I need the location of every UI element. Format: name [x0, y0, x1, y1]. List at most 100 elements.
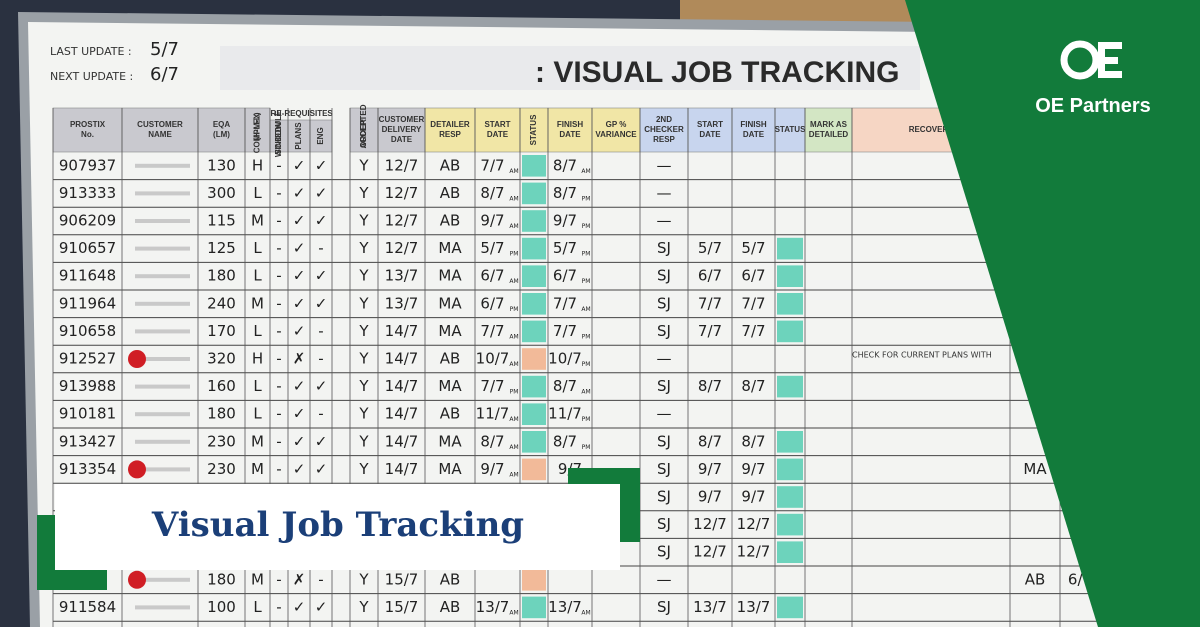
cell-text: 906209	[59, 212, 116, 230]
cell-text: AB	[440, 212, 461, 230]
cell-text: SJ	[657, 515, 671, 533]
cell-text: MA	[438, 377, 462, 395]
cell-text: 8/7	[553, 432, 577, 450]
cell-text: 300	[207, 184, 236, 202]
status-cell	[522, 375, 546, 398]
cell-text: M	[251, 432, 264, 450]
status-cell	[522, 596, 546, 619]
cell-text: -	[276, 267, 281, 285]
header-label: DATE	[699, 130, 721, 139]
cell-text: 8/7	[553, 184, 577, 202]
cell-text: Y	[358, 239, 369, 257]
cell-text: -	[318, 239, 323, 257]
cell-text: 7/7	[698, 322, 722, 340]
cell-text: 911964	[59, 294, 116, 312]
cell-text: 8/7	[480, 432, 504, 450]
header-label: DELIVERY	[382, 125, 422, 134]
cell-text: 8/7	[553, 377, 577, 395]
cell-text: 7/7	[553, 294, 577, 312]
banner-box	[55, 484, 620, 570]
cell-text: SJ	[657, 267, 671, 285]
cell-text: 100	[207, 598, 236, 616]
am-pm: AM	[509, 416, 518, 423]
status-cell	[522, 320, 546, 343]
am-pm: PM	[582, 223, 591, 230]
cell-text: 14/7	[385, 460, 419, 478]
last-update-label: LAST UPDATE :	[50, 45, 132, 58]
header-cell	[244, 107, 271, 153]
green-panel	[905, 0, 1200, 627]
cell-text: 907937	[59, 156, 116, 174]
cell-text: M	[251, 570, 264, 588]
cell-text: AB	[440, 405, 461, 423]
header-label: DATE	[743, 130, 765, 139]
cell-text: 13/7	[385, 267, 419, 285]
cell-text: -	[276, 294, 281, 312]
cell-text: M	[251, 294, 264, 312]
cell-text: 13/7	[737, 598, 771, 616]
magnet	[128, 350, 146, 368]
cell-text: AB	[440, 156, 461, 174]
cell-text: 12/7	[385, 239, 419, 257]
cell-text: ✓	[315, 432, 328, 450]
cell-text: 6/7	[553, 267, 577, 285]
cell-text: ✓	[315, 184, 328, 202]
cell-text: MA	[438, 267, 462, 285]
cell-text: Y	[358, 598, 369, 616]
cell-text: —	[657, 570, 672, 588]
cell-text: 5/7	[553, 239, 577, 257]
cell-text: 12/7	[737, 515, 771, 533]
cell-text: SJ	[657, 377, 671, 395]
title-strip	[220, 46, 920, 90]
cell-text: 8/7	[698, 432, 722, 450]
header-label: (LM)	[213, 130, 230, 139]
cell-text: Y	[358, 377, 369, 395]
header-label: (H-M-L)	[253, 112, 262, 140]
header-cell	[774, 107, 806, 153]
logo-ring	[1060, 40, 1100, 80]
cell-text: ✓	[293, 239, 306, 257]
header-label: GP %	[606, 120, 627, 129]
cell-text: 8/7	[741, 377, 765, 395]
status-cell	[777, 486, 803, 508]
cell-text: -	[276, 432, 281, 450]
cell-text: SJ	[657, 460, 671, 478]
cell-text: —	[657, 350, 672, 368]
header-cell	[474, 107, 521, 153]
am-pm: AM	[509, 444, 518, 451]
cell-text: MA	[438, 322, 462, 340]
cell-text: —	[657, 184, 672, 202]
header-label: CHECKER	[644, 125, 684, 134]
cell-text: 15/7	[385, 598, 419, 616]
cell-text: 13/7	[385, 294, 419, 312]
magnet	[128, 570, 146, 589]
cell-text: 9/7	[480, 212, 504, 230]
cell-text: M	[251, 212, 264, 230]
status-cell	[522, 210, 546, 232]
cell-text: 240	[207, 294, 236, 312]
cell-text: H	[252, 156, 263, 174]
cell-text: -	[276, 322, 281, 340]
status-cell	[522, 265, 546, 287]
cell-text: 125	[207, 239, 236, 257]
cell-text: -	[276, 184, 281, 202]
am-pm: AM	[509, 168, 518, 175]
header-label: FINISH	[557, 120, 583, 129]
header-label: FINISH	[740, 120, 766, 129]
status-cell	[777, 320, 803, 343]
am-pm: AM	[509, 333, 518, 340]
cell-text: 230	[207, 432, 236, 450]
cell-text: 130	[207, 156, 236, 174]
cell-text: 912527	[59, 350, 116, 368]
cell-text: 12/7	[385, 212, 419, 230]
cell-text: 7/7	[741, 322, 765, 340]
cell-text: SJ	[657, 294, 671, 312]
cell-text: ✓	[293, 377, 306, 395]
name-smudge	[135, 384, 190, 389]
cell-text: 910657	[59, 239, 116, 257]
header-label: SCHEDULE	[274, 110, 283, 155]
cell-text: Y	[358, 460, 369, 478]
header-label: CUSTOMER	[379, 115, 425, 124]
cell-text: ✓	[315, 598, 328, 616]
cell-text: 13/7	[693, 598, 727, 616]
